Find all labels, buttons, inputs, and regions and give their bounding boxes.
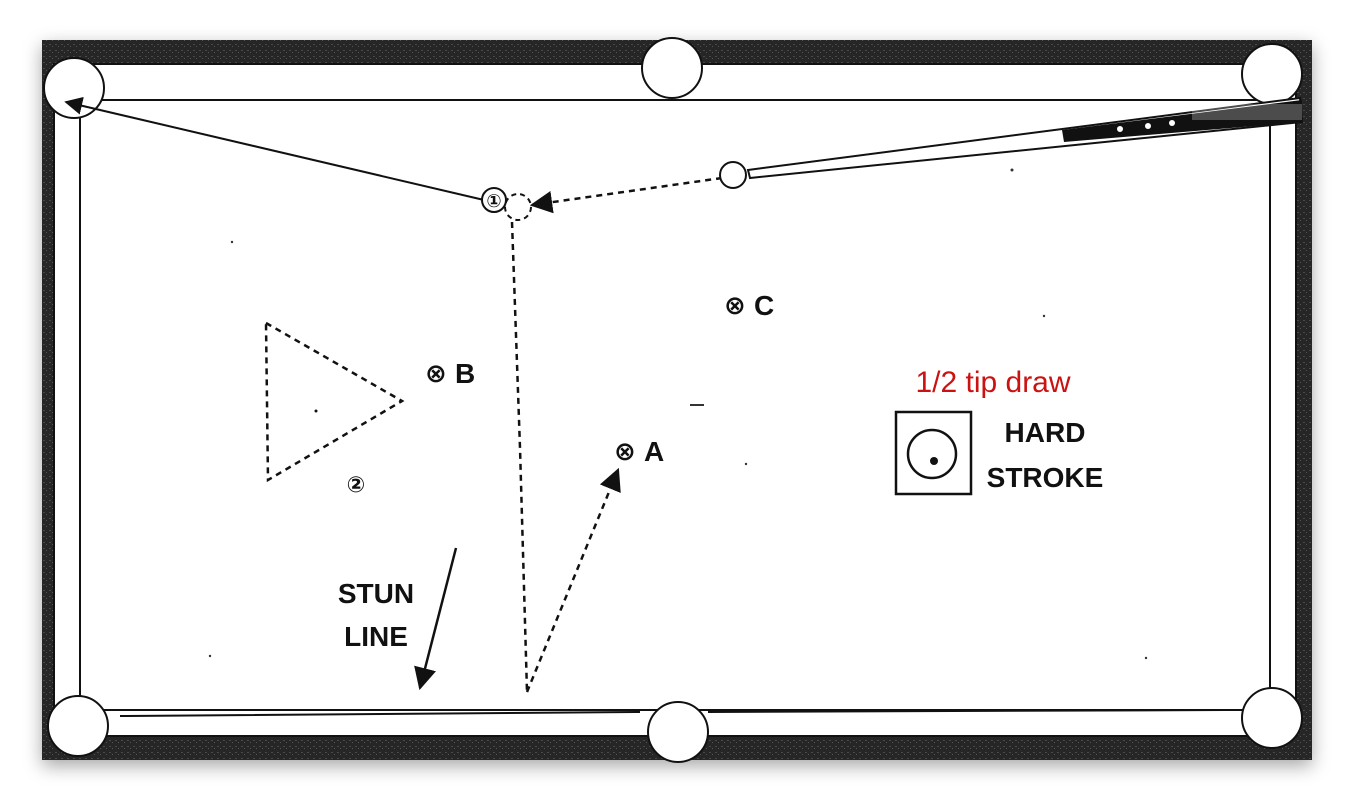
- cue-inlay-2: [1145, 123, 1151, 129]
- cue-wrap: [1192, 104, 1302, 120]
- cue-tip-contact-point: [930, 457, 938, 465]
- pocket-bottom-left: [47, 695, 109, 757]
- pockets: [43, 37, 1303, 763]
- object-ball-path: [64, 96, 485, 201]
- pool-table: [42, 40, 1312, 760]
- stun-line-label-2: LINE: [344, 621, 408, 652]
- position-b: ⊗ B: [425, 358, 475, 389]
- position-b-letter: B: [455, 358, 475, 389]
- draw-path-down: [510, 221, 529, 693]
- foot-spot: [314, 409, 318, 413]
- cue-stick: [746, 96, 1304, 180]
- position-b-marker: ⊗: [425, 358, 447, 388]
- object-ball-1: [481, 187, 507, 213]
- cue-ball-path: [529, 176, 723, 214]
- cue-inlay-3: [1169, 120, 1175, 126]
- pocket-top-left: [43, 57, 105, 119]
- ghost-ball: [504, 193, 532, 221]
- cue-tip-diagram: [894, 410, 973, 496]
- cue-inlay-1: [1117, 126, 1123, 132]
- stroke-label-2: STROKE: [987, 462, 1104, 493]
- cue-ball-face-icon: [906, 428, 958, 480]
- bottom-cushion-line: [119, 709, 1226, 717]
- stun-line-label-1: STUN: [338, 578, 414, 609]
- stroke-label-1: HARD: [1005, 417, 1086, 448]
- cloth-specks: [208, 168, 1148, 660]
- position-a: ⊗ A: [614, 436, 664, 467]
- position-a-letter: A: [644, 436, 664, 467]
- draw-path-to-a: [525, 467, 621, 693]
- ball-2-label: ②: [347, 472, 366, 497]
- tip-draw-note: 1/2 tip draw: [915, 366, 1070, 399]
- cue-butt: [1062, 100, 1302, 142]
- stun-line-arrow: [414, 547, 458, 691]
- position-c: ⊗ C: [724, 290, 774, 321]
- pocket-bottom-right: [1241, 687, 1303, 749]
- pocket-top-middle: [641, 37, 703, 99]
- position-a-marker: ⊗: [614, 436, 636, 466]
- rack-triangle: [264, 320, 405, 483]
- pocket-top-right: [1241, 43, 1303, 105]
- table-cloth: [79, 99, 1271, 711]
- position-c-letter: C: [754, 290, 774, 321]
- pocket-bottom-middle: [647, 701, 709, 763]
- position-c-marker: ⊗: [724, 290, 746, 320]
- object-ball-1-label: ①: [486, 191, 501, 211]
- cue-ball: [719, 161, 747, 189]
